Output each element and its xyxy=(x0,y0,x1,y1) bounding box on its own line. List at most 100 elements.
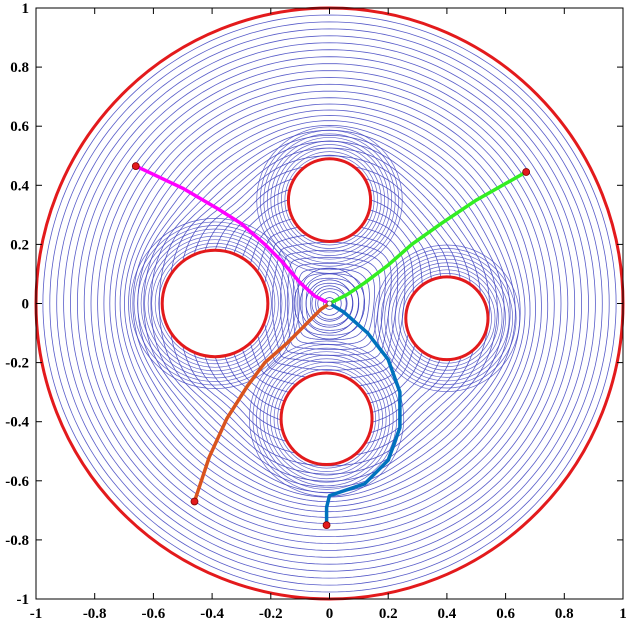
obstacle-circle xyxy=(404,275,490,362)
contour-line xyxy=(76,49,583,558)
contour-line xyxy=(315,288,347,320)
obstacle-contour-line xyxy=(394,265,499,371)
contour-line xyxy=(279,249,386,356)
goal-contour-line xyxy=(293,267,366,340)
obstacle-contour-line xyxy=(270,140,389,260)
x-tick-label: 1 xyxy=(619,606,627,622)
y-tick-label: 0.2 xyxy=(10,237,29,253)
contour-line xyxy=(301,273,365,336)
contour-line xyxy=(109,83,549,524)
contour-line xyxy=(42,14,617,593)
contour-line xyxy=(114,90,542,518)
y-tick-label: 0.8 xyxy=(10,60,29,76)
obstacle-contour-line xyxy=(140,228,290,379)
x-tick-label: -0.8 xyxy=(83,606,107,622)
y-tick-label: -0.6 xyxy=(5,474,29,490)
y-tick-label: -0.8 xyxy=(5,533,29,549)
obstacle-contour-line xyxy=(133,221,297,386)
start-marker xyxy=(322,521,331,530)
obstacle-contour-line xyxy=(380,251,513,385)
contour-line xyxy=(143,124,511,488)
obstacle-circle xyxy=(160,248,270,359)
x-tick-label: -0.4 xyxy=(200,606,224,622)
contour-line xyxy=(97,70,562,538)
goal-contour-line xyxy=(311,285,348,322)
obstacle-contour-line xyxy=(147,235,283,372)
obstacle-contour-line xyxy=(144,232,286,375)
obstacle-contour-line xyxy=(391,262,503,375)
contour-line xyxy=(150,129,505,482)
obstacle-contour-line xyxy=(259,351,394,487)
contour-line xyxy=(83,56,576,551)
obstacle-contour-line xyxy=(263,133,396,267)
contour-line xyxy=(90,63,569,544)
contour-line xyxy=(124,103,531,507)
contour-line xyxy=(128,109,526,503)
obstacle-contour-line xyxy=(249,340,405,497)
contour-line xyxy=(297,268,370,341)
obstacle-contour-line xyxy=(270,361,383,476)
obstacle-contour-line xyxy=(130,218,300,389)
contour-line xyxy=(63,35,596,572)
obstacle-contour-line xyxy=(259,129,400,271)
obstacle-contour-line xyxy=(256,126,403,274)
goal-contour-line xyxy=(317,291,342,316)
x-tick-label: -0.6 xyxy=(142,606,166,622)
obstacle-contour-line xyxy=(277,147,382,253)
obstacle-contour-line xyxy=(281,151,378,249)
obstacle-contour-line xyxy=(401,273,492,364)
y-tick-label: -0.2 xyxy=(5,356,29,372)
x-tick-label: -0.2 xyxy=(259,606,283,622)
start-marker xyxy=(190,497,199,506)
obstacle-contour-line xyxy=(377,248,517,389)
x-tick-label: 0 xyxy=(326,606,334,622)
obstacle-circle xyxy=(279,371,374,467)
obstacle-contour-line xyxy=(373,244,521,392)
goal-contour-line xyxy=(305,279,354,328)
obstacle-contour-line xyxy=(273,365,380,472)
y-tick-label: -1 xyxy=(17,592,30,608)
obstacle-contour-line xyxy=(284,154,375,246)
obstacle-contour-line xyxy=(266,358,387,480)
trajectory-line xyxy=(327,170,528,306)
obstacle-contour-line xyxy=(277,369,376,469)
start-marker xyxy=(131,162,140,170)
contour-line xyxy=(49,21,610,586)
contour-line xyxy=(132,115,521,498)
x-tick-label: 0.4 xyxy=(438,606,457,622)
goal-marker xyxy=(326,300,333,307)
contour-line xyxy=(103,77,555,531)
x-tick-labels: -1 -0.8 -0.6 -0.4 -0.2 0 0.2 0.4 0.6 0.8 1 xyxy=(30,606,627,622)
obstacle-contour-line xyxy=(137,225,293,382)
contour-line xyxy=(310,282,353,326)
y-tick-labels: 1 0.8 0.6 0.4 0.2 0 -0.2 -0.4 -0.6 -0.8 -1 xyxy=(5,1,29,608)
trajectory-line xyxy=(324,301,402,527)
contour-line xyxy=(56,28,603,579)
x-tick-label: 0.8 xyxy=(555,606,574,622)
y-tick-label: 0.4 xyxy=(10,178,29,194)
contour-line xyxy=(70,42,589,565)
goal-contour-line xyxy=(299,273,360,334)
obstacle-contour-line xyxy=(273,144,386,256)
obstacle-contour-line xyxy=(154,242,276,365)
start-marker xyxy=(522,168,531,176)
x-tick-label: 0.6 xyxy=(496,606,515,622)
contour-line xyxy=(158,134,498,475)
obstacle-contour-line xyxy=(158,246,272,361)
obstacle-contour-line xyxy=(256,347,398,490)
start-markers xyxy=(131,162,531,530)
obstacle-contour-line xyxy=(384,255,510,382)
contour-line xyxy=(292,262,376,345)
obstacle-contour-line xyxy=(266,137,393,264)
trajectories xyxy=(134,164,528,527)
goal-contour-line xyxy=(323,297,336,310)
contour-line xyxy=(271,241,392,363)
trajectory-line xyxy=(192,301,332,504)
trajectory-line xyxy=(134,164,332,306)
obstacle-contour-line xyxy=(151,239,279,368)
x-tick-label: 0.2 xyxy=(379,606,398,622)
obstacle-contour-line xyxy=(398,269,496,368)
obstacle-circle xyxy=(286,157,373,243)
